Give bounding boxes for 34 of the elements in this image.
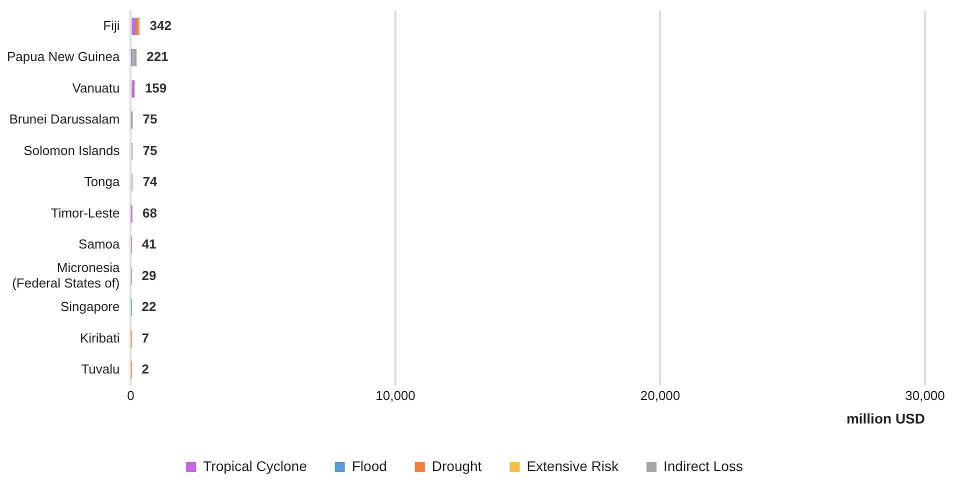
x-tick-label: 30,000 [905,388,945,403]
y-tick-label: Brunei Darussalam [9,112,120,127]
x-tick-label: 20,000 [640,388,680,403]
total-label: 221 [146,49,168,64]
y-tick-label: Micronesia (Federal States of) [12,260,121,291]
y-tick-label: Kiribati [80,330,120,346]
x-axis-title: million USD [846,410,925,426]
y-tick-label: Singapore [60,299,120,314]
total-label: 74 [142,174,158,190]
legend-label: Flood [352,458,387,474]
y-tick-label: Samoa [78,236,120,252]
y-tick-label: Vanuatu [72,80,120,96]
total-label: 22 [142,299,156,314]
total-label: 342 [150,18,172,33]
total-label: 159 [144,80,167,96]
total-label: 2 [142,362,149,377]
y-tick-label: Timor-Leste [50,205,120,220]
total-label: 41 [142,236,156,252]
legend-label: Tropical Cyclone [203,458,308,474]
y-tick-label: Tonga [84,174,121,190]
legend-label: Indirect Loss [664,458,743,474]
total-label: 75 [142,142,158,158]
total-label: 75 [142,112,158,127]
total-label: 29 [142,268,156,283]
legend-label: Extensive Risk [526,458,620,474]
x-tick-label: 10,000 [376,388,416,403]
legend-label: Drought [432,458,482,474]
total-label: 7 [142,330,149,346]
y-tick-label: Tuvalu [81,362,120,377]
y-tick-label: Papua New Guinea [6,49,120,64]
total-label: 68 [142,205,158,220]
x-tick-label: 0 [127,388,134,403]
y-tick-label: Fiji [103,18,120,33]
y-tick-label: Solomon Islands [24,142,120,158]
